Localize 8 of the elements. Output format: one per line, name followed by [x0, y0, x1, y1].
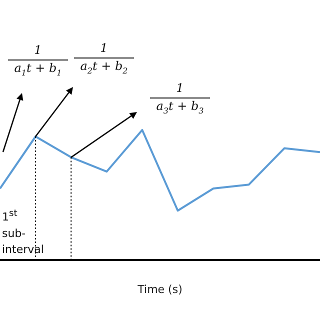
text: a$_{1}$t + b$_{1}$: [14, 61, 62, 78]
text: 1: [100, 41, 108, 55]
text: 1: [176, 81, 184, 95]
annotation: 1$^{st}$ sub-interval: [2, 207, 44, 258]
x-axis-title: Time (s): [136, 283, 182, 296]
text: a$_{3}$t + b$_{3}$: [156, 99, 204, 116]
text: a$_{2}$t + b$_{2}$: [80, 59, 128, 76]
text: 1: [34, 43, 42, 57]
